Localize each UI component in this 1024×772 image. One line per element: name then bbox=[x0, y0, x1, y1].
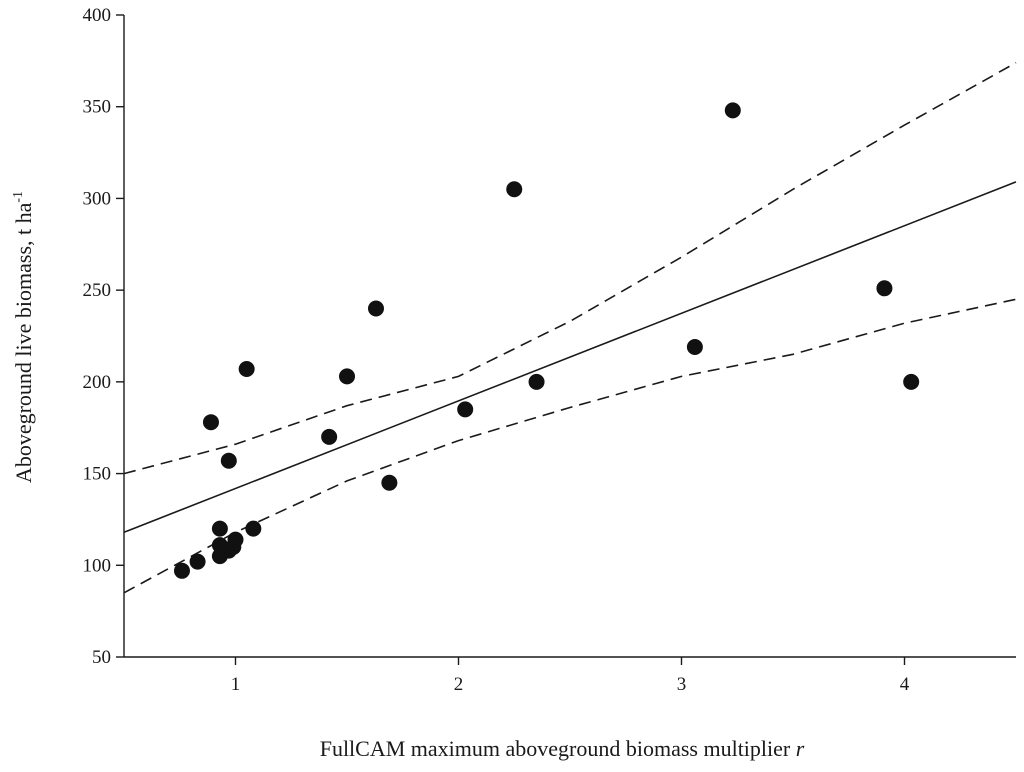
y-tick-label: 300 bbox=[83, 188, 112, 209]
regression-line bbox=[123, 181, 1017, 534]
y-tick-label: 50 bbox=[92, 647, 111, 668]
data-point bbox=[367, 300, 384, 317]
data-point bbox=[238, 361, 255, 378]
data-point bbox=[173, 562, 190, 579]
y-axis-label-main: Aboveground live biomass, t ha bbox=[11, 202, 36, 483]
y-tick-label: 350 bbox=[83, 97, 112, 118]
plot-area: 50 100 150 200 250 300 350 400 1 2 3 4 bbox=[83, 5, 1017, 695]
data-point bbox=[245, 520, 262, 537]
x-tick-label: 4 bbox=[900, 674, 910, 695]
data-point bbox=[211, 520, 228, 537]
data-point bbox=[189, 553, 206, 570]
data-point bbox=[220, 452, 237, 469]
lower-confidence-band bbox=[123, 298, 1017, 594]
x-tick-label: 1 bbox=[231, 674, 241, 695]
data-point bbox=[903, 373, 920, 390]
data-point bbox=[339, 368, 355, 385]
data-point bbox=[227, 531, 244, 548]
data-point bbox=[457, 401, 474, 418]
y-tick-label: 150 bbox=[83, 464, 112, 485]
data-point bbox=[876, 280, 893, 297]
y-tick-label: 200 bbox=[83, 372, 112, 393]
x-axis-ticks: 1 2 3 4 bbox=[231, 657, 910, 695]
x-axis-label-variable: r bbox=[796, 736, 805, 761]
y-axis-label: Aboveground live biomass, t ha-1 bbox=[11, 191, 36, 483]
data-point bbox=[321, 428, 338, 445]
x-tick-label: 3 bbox=[677, 674, 687, 695]
data-point bbox=[381, 474, 398, 491]
data-point bbox=[506, 181, 523, 198]
upper-confidence-band bbox=[123, 62, 1017, 475]
data-point bbox=[202, 414, 219, 431]
data-points bbox=[173, 102, 920, 579]
y-tick-label: 100 bbox=[83, 555, 112, 576]
data-point bbox=[528, 373, 545, 390]
x-axis-label-main: FullCAM maximum aboveground biomass mult… bbox=[320, 736, 796, 761]
y-axis-ticks: 50 100 150 200 250 300 350 400 bbox=[83, 5, 124, 668]
data-point bbox=[686, 339, 703, 356]
y-axis-label-exponent: -1 bbox=[11, 191, 26, 203]
y-tick-label: 250 bbox=[83, 280, 112, 301]
x-tick-label: 2 bbox=[454, 674, 464, 695]
data-point bbox=[724, 102, 741, 119]
x-axis-label: FullCAM maximum aboveground biomass mult… bbox=[320, 736, 805, 761]
y-tick-label: 400 bbox=[83, 5, 112, 26]
